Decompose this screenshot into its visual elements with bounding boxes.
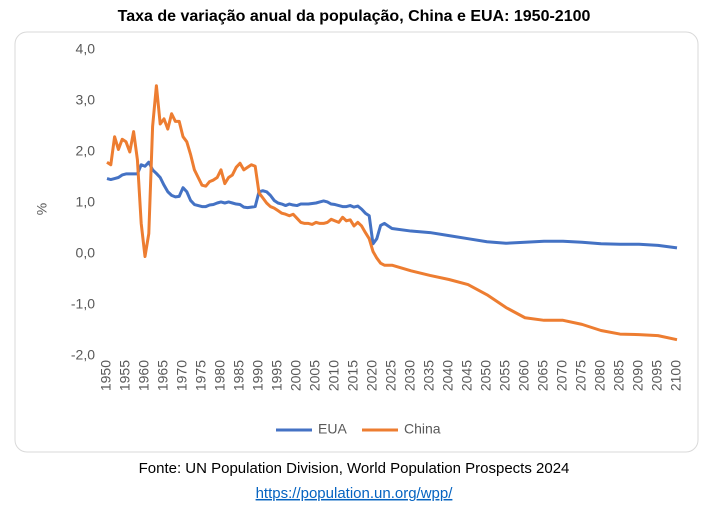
- x-tick-label: 2050: [478, 360, 494, 391]
- x-tick-label: 2035: [421, 360, 437, 391]
- y-tick-label: 1,0: [76, 194, 96, 210]
- line: [106, 84, 678, 342]
- x-tick-label: 2045: [459, 360, 475, 391]
- x-tick-label: 1985: [231, 360, 247, 391]
- x-tick-label: 1965: [155, 360, 171, 391]
- x-tick-label: 1960: [136, 360, 152, 391]
- x-tick-label: 2100: [668, 360, 684, 391]
- x-tick-label: 1955: [117, 360, 133, 391]
- x-tick-label: 2065: [535, 360, 551, 391]
- x-tick-label: 2040: [440, 360, 456, 391]
- x-tick-label: 2095: [649, 360, 665, 391]
- x-tick-label: 2055: [497, 360, 513, 391]
- x-tick-label: 2075: [573, 360, 589, 391]
- x-tick-label: 2020: [364, 360, 380, 391]
- x-tick-label: 1975: [193, 360, 209, 391]
- x-tick-label: 1995: [269, 360, 285, 391]
- x-tick-label: 2080: [592, 360, 608, 391]
- y-tick-label: -2,0: [71, 347, 95, 363]
- x-tick-label: 2060: [516, 360, 532, 391]
- x-tick-label: 2070: [554, 360, 570, 391]
- x-tick-label: 2010: [326, 360, 342, 391]
- x-tick-label: 1990: [250, 360, 266, 391]
- x-tick-label: 2085: [611, 360, 627, 391]
- y-axis-label: %: [34, 203, 50, 215]
- x-tick-label: 2005: [307, 360, 323, 391]
- source-link[interactable]: https://population.un.org/wpp/: [256, 485, 454, 502]
- y-tick-label: 0,0: [76, 245, 96, 261]
- x-tick-label: 2000: [288, 360, 304, 391]
- chart-title: Taxa de variação anual da população, Chi…: [118, 8, 591, 25]
- legend-label: EUA: [318, 421, 347, 437]
- x-tick-label: 1970: [174, 360, 190, 391]
- y-tick-label: 2,0: [76, 143, 96, 159]
- y-tick-label: 4,0: [76, 41, 96, 57]
- source: Fonte: UN Population Division, World Pop…: [139, 460, 570, 477]
- x-tick-label: 1950: [98, 360, 114, 391]
- x-tick-label: 2090: [630, 360, 646, 391]
- line: [106, 160, 678, 250]
- x-tick-label: 1980: [212, 360, 228, 391]
- legend-label: China: [404, 421, 441, 437]
- x-tick-label: 2015: [345, 360, 361, 391]
- y-tick-label: -1,0: [71, 296, 95, 312]
- y-tick-label: 3,0: [76, 92, 96, 108]
- x-tick-label: 2025: [383, 360, 399, 391]
- chart-frame: [14, 31, 699, 453]
- x-tick-label: 2030: [402, 360, 418, 391]
